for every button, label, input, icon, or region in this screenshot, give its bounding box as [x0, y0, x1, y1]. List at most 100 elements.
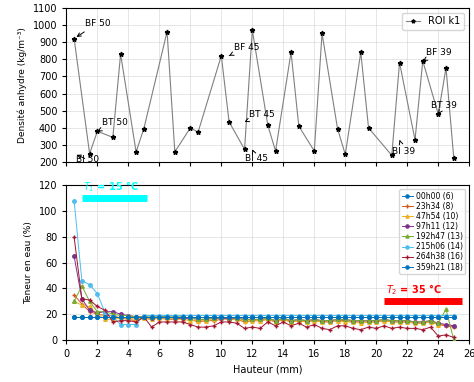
- 192h47 (13): [436, 321, 441, 325]
- Line: 264h38 (16): 264h38 (16): [73, 235, 456, 339]
- 215h06 (14): [319, 313, 325, 318]
- 47h54 (10): [288, 320, 294, 324]
- 23h34 (8): [404, 320, 410, 324]
- 215h06 (14): [71, 199, 77, 203]
- 192h47 (13): [335, 317, 340, 322]
- 264h38 (16): [281, 320, 286, 324]
- 00h00 (6): [87, 314, 92, 319]
- 23h34 (8): [149, 317, 155, 322]
- 47h54 (10): [219, 316, 224, 320]
- 47h54 (10): [211, 317, 217, 322]
- 215h06 (14): [389, 313, 395, 318]
- 215h06 (14): [412, 313, 418, 318]
- 97h11 (12): [234, 316, 240, 320]
- 00h00 (6): [195, 314, 201, 319]
- 47h54 (10): [249, 318, 255, 323]
- 97h11 (12): [335, 317, 340, 322]
- 215h06 (14): [249, 313, 255, 318]
- 23h34 (8): [94, 312, 100, 317]
- 47h54 (10): [71, 299, 77, 304]
- 192h47 (13): [304, 318, 310, 323]
- 192h47 (13): [211, 316, 217, 320]
- 359h21 (18): [126, 314, 131, 319]
- 264h38 (16): [203, 325, 209, 329]
- 264h38 (16): [443, 333, 449, 337]
- 47h54 (10): [156, 316, 162, 320]
- 23h34 (8): [273, 320, 278, 324]
- 00h00 (6): [71, 314, 77, 319]
- 00h00 (6): [141, 314, 146, 319]
- 97h11 (12): [365, 318, 371, 323]
- 00h00 (6): [265, 314, 271, 319]
- 192h47 (13): [141, 314, 146, 319]
- 23h34 (8): [265, 317, 271, 322]
- 192h47 (13): [195, 317, 201, 322]
- 192h47 (13): [133, 314, 139, 319]
- 215h06 (14): [397, 313, 402, 318]
- 00h00 (6): [327, 314, 333, 319]
- 264h38 (16): [412, 326, 418, 331]
- 215h06 (14): [219, 313, 224, 318]
- 00h00 (6): [242, 314, 247, 319]
- 359h21 (18): [87, 314, 92, 319]
- 192h47 (13): [249, 317, 255, 322]
- 192h47 (13): [397, 318, 402, 323]
- 23h34 (8): [87, 309, 92, 314]
- 47h54 (10): [397, 320, 402, 324]
- 359h21 (18): [110, 314, 116, 319]
- 192h47 (13): [420, 320, 426, 324]
- 359h21 (18): [420, 314, 426, 319]
- 00h00 (6): [420, 314, 426, 319]
- 47h54 (10): [412, 321, 418, 325]
- 359h21 (18): [288, 314, 294, 319]
- 97h11 (12): [428, 318, 433, 323]
- 23h34 (8): [79, 302, 85, 306]
- 264h38 (16): [404, 326, 410, 331]
- 192h47 (13): [172, 314, 178, 319]
- 359h21 (18): [335, 314, 340, 319]
- 23h34 (8): [342, 318, 348, 323]
- 97h11 (12): [133, 314, 139, 319]
- 23h34 (8): [365, 320, 371, 324]
- 23h34 (8): [389, 320, 395, 324]
- 215h06 (14): [102, 311, 108, 315]
- 23h34 (8): [164, 317, 170, 322]
- 192h47 (13): [203, 317, 209, 322]
- 47h54 (10): [389, 320, 395, 324]
- 23h34 (8): [412, 321, 418, 325]
- 215h06 (14): [172, 313, 178, 318]
- 00h00 (6): [358, 314, 364, 319]
- 215h06 (14): [273, 313, 278, 318]
- 215h06 (14): [164, 313, 170, 318]
- 264h38 (16): [94, 304, 100, 309]
- 264h38 (16): [265, 320, 271, 324]
- 192h47 (13): [164, 314, 170, 319]
- 192h47 (13): [350, 318, 356, 323]
- 00h00 (6): [110, 314, 116, 319]
- Legend: ROI k1: ROI k1: [402, 13, 465, 30]
- 359h21 (18): [219, 314, 224, 319]
- 97h11 (12): [451, 324, 456, 328]
- 97h11 (12): [443, 322, 449, 327]
- 264h38 (16): [288, 324, 294, 328]
- 47h54 (10): [443, 322, 449, 327]
- 264h38 (16): [428, 325, 433, 329]
- 00h00 (6): [219, 314, 224, 319]
- 23h34 (8): [102, 313, 108, 318]
- 97h11 (12): [71, 254, 77, 259]
- 215h06 (14): [126, 322, 131, 327]
- 215h06 (14): [242, 313, 247, 318]
- 00h00 (6): [281, 314, 286, 319]
- 47h54 (10): [311, 318, 317, 323]
- 264h38 (16): [164, 320, 170, 324]
- 215h06 (14): [156, 313, 162, 318]
- 359h21 (18): [412, 314, 418, 319]
- 97h11 (12): [249, 317, 255, 322]
- 359h21 (18): [296, 314, 301, 319]
- 215h06 (14): [94, 291, 100, 296]
- Text: $T_1$ = 15 °C: $T_1$ = 15 °C: [83, 180, 139, 194]
- 97h11 (12): [342, 317, 348, 322]
- 00h00 (6): [311, 314, 317, 319]
- 97h11 (12): [358, 318, 364, 323]
- 97h11 (12): [436, 321, 441, 325]
